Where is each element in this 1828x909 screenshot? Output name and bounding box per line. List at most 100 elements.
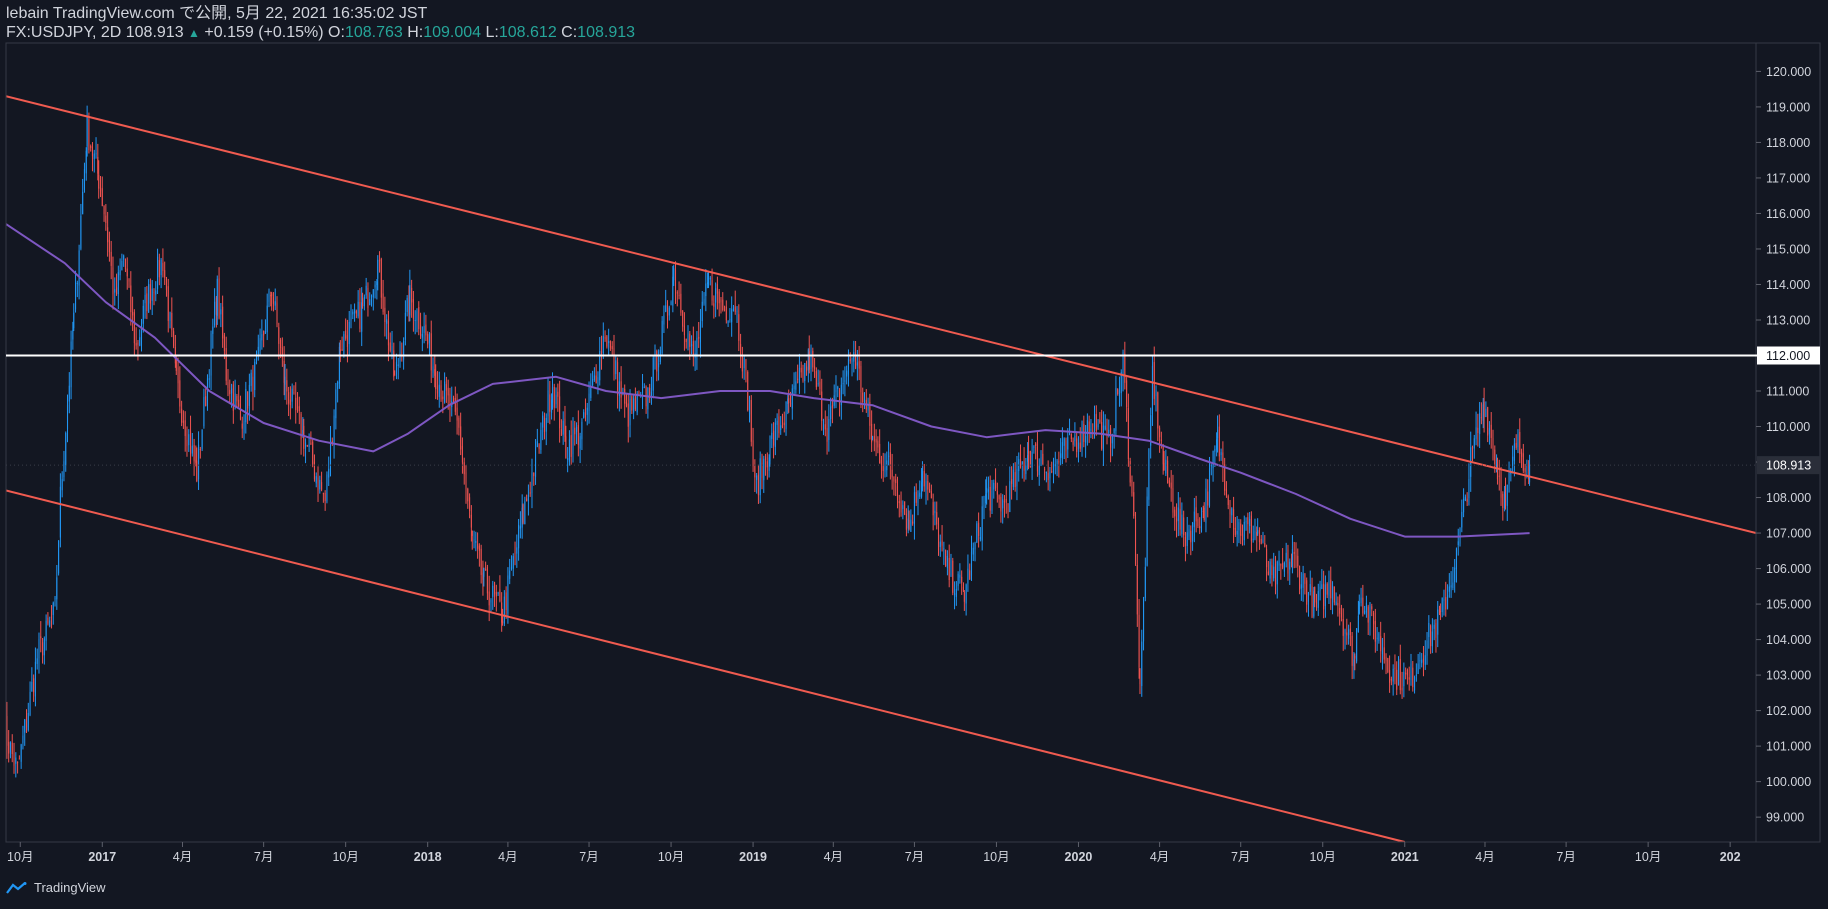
candle [1266, 544, 1268, 582]
candle-body [303, 425, 305, 449]
candle-body [208, 378, 210, 380]
candle [432, 357, 434, 378]
candle-body [1192, 522, 1194, 542]
candle-body [1392, 668, 1394, 682]
candle [1504, 485, 1506, 512]
candle [826, 416, 828, 455]
last-price-badge-label: 108.913 [1766, 459, 1811, 473]
candle [475, 531, 477, 552]
candle-body [877, 440, 879, 448]
candle [485, 561, 487, 571]
candle-body [1252, 538, 1254, 540]
candle-body [873, 435, 875, 442]
candle-body [1227, 496, 1229, 505]
candle-body [1233, 509, 1235, 530]
candle [505, 586, 507, 619]
candle [412, 290, 414, 332]
candle [103, 205, 105, 222]
candle [860, 360, 862, 409]
candle [1300, 572, 1302, 601]
candle-body [586, 407, 588, 415]
candle-body [495, 591, 497, 597]
candle-body [945, 550, 947, 567]
y-tick-label: 108.000 [1766, 491, 1811, 505]
candle-body [802, 367, 804, 382]
candle [184, 411, 186, 452]
candle-body [1512, 456, 1514, 466]
candle [215, 295, 217, 328]
candle [526, 494, 528, 502]
candle-body [1151, 366, 1153, 414]
candle [1357, 600, 1359, 633]
candle [331, 437, 333, 446]
candle [1124, 341, 1126, 390]
candle [1415, 663, 1417, 682]
candle-body [1480, 417, 1482, 419]
candle-body [1274, 563, 1277, 587]
candle-body [778, 416, 780, 434]
candle-body [590, 388, 592, 398]
x-tick-label: 10月 [7, 850, 33, 864]
candle [1498, 459, 1500, 491]
candle [440, 380, 442, 402]
candle [1522, 443, 1524, 474]
candle [227, 369, 229, 397]
candle [195, 445, 197, 467]
candle [1496, 457, 1499, 485]
candle-body [674, 270, 677, 291]
candle-body [63, 461, 65, 478]
candle [47, 612, 49, 626]
candle-body [840, 384, 842, 406]
candle-body [526, 498, 528, 502]
candle-body [1385, 656, 1387, 662]
candle-body [741, 356, 743, 372]
candle [1207, 479, 1209, 518]
x-tick-label: 4月 [1150, 850, 1169, 864]
candle-body [858, 361, 860, 369]
candle-body [1479, 413, 1481, 435]
candle [369, 292, 371, 306]
candle [324, 490, 326, 511]
tradingview-footer[interactable]: TradingView [6, 880, 106, 895]
candle-body [503, 596, 505, 624]
candle-body [748, 400, 751, 415]
candle [352, 309, 354, 320]
candle-body [1200, 507, 1203, 531]
candle [1097, 419, 1099, 430]
candle [821, 378, 823, 431]
candle-body [153, 291, 155, 293]
candle-body [241, 423, 243, 429]
candle [38, 632, 40, 674]
candle-body [1097, 423, 1099, 428]
candle-body [239, 403, 241, 420]
candle [1186, 516, 1188, 554]
candle [1118, 376, 1121, 407]
candle [8, 730, 10, 763]
candle [1190, 525, 1192, 556]
candle [1117, 388, 1119, 396]
candle-body [83, 169, 85, 190]
candle [542, 411, 544, 441]
y-tick-label: 102.000 [1766, 704, 1811, 718]
candle-body [101, 188, 103, 207]
candle-body [718, 291, 720, 304]
candle [1445, 581, 1447, 617]
candle-body [579, 436, 581, 449]
candle-body [22, 735, 24, 743]
candle-body [668, 307, 670, 316]
candle-body [1117, 389, 1119, 394]
candle [248, 373, 250, 421]
candle [738, 304, 740, 352]
candle-body [66, 405, 69, 430]
candle-body [1238, 522, 1240, 531]
candle [943, 541, 945, 565]
candle [715, 282, 717, 318]
candle-body [1421, 659, 1423, 664]
channel-upper-line [6, 95, 1756, 535]
candle [1346, 618, 1348, 645]
candle-body [103, 205, 105, 215]
candle-body [666, 301, 669, 317]
candle-body [298, 406, 300, 412]
candle [1276, 560, 1278, 599]
